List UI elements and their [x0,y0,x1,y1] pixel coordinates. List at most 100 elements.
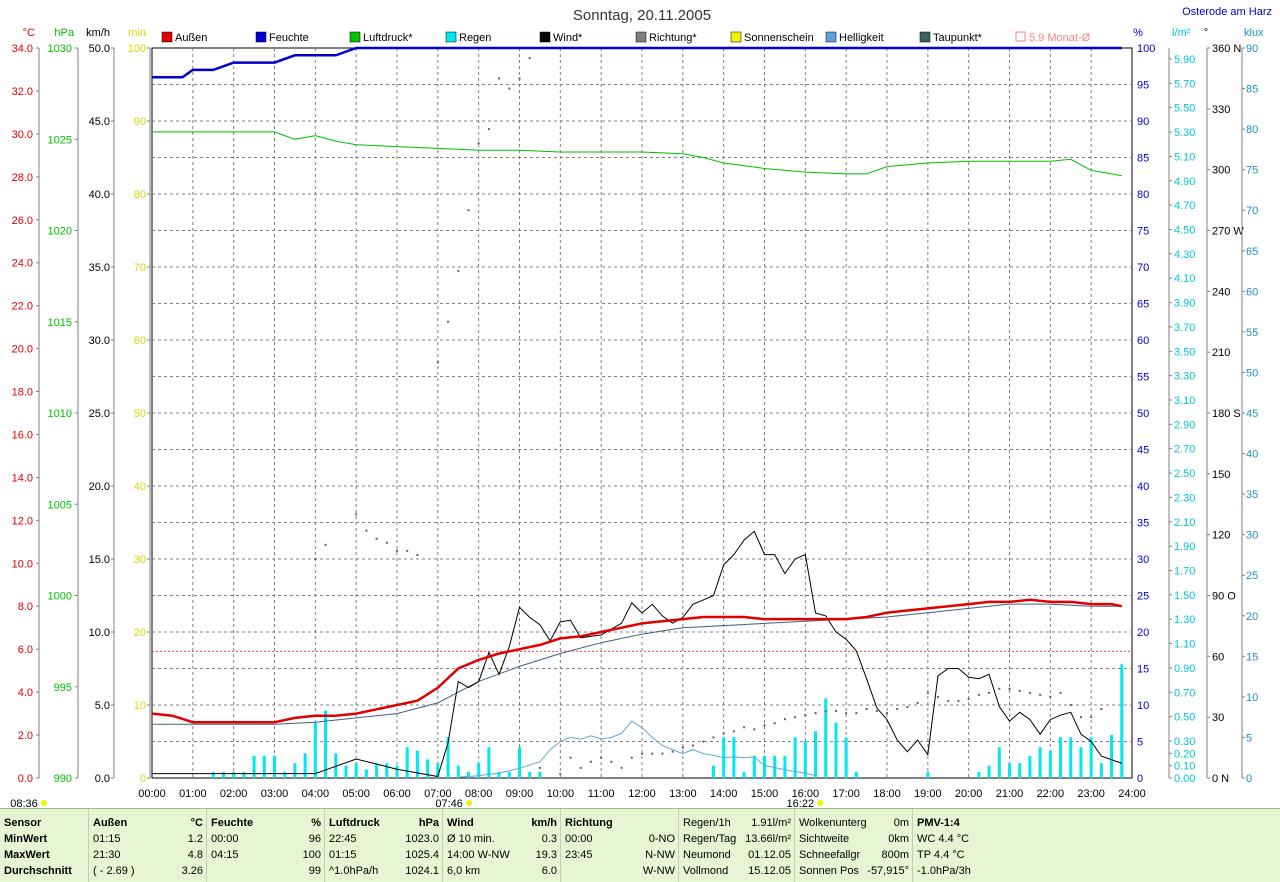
humidity-tick-label: 10 [1137,700,1149,712]
legend-label: Taupunkt* [933,32,983,44]
rain-bar [262,755,266,778]
rain-bar [732,737,736,778]
rain-tick-label: 5.70 [1174,78,1195,90]
direction-dot [937,695,940,698]
stats-wind-avg10: 0.3 [541,833,557,845]
wind-tick-label: 0.0 [95,773,110,785]
direction-dot [1100,708,1103,711]
direction-dot [763,724,766,727]
legend-label: Sonnenschein [744,32,814,44]
rain-bar [711,765,715,778]
stats-regen-label-3: Neumond [683,849,731,861]
humidity-tick-label: 50 [1137,408,1149,420]
sun-tick-label: 10 [134,700,146,712]
stats-regen-val-1: 1.91l/m² [751,817,791,829]
rain-tick-label: 4.70 [1174,200,1195,212]
direction-dot [1059,691,1062,694]
rain-bar [426,759,430,778]
direction-dot [957,699,960,702]
wind-axis-unit: km/h [86,27,110,39]
temp-tick-label: 10.0 [12,558,33,570]
stats-wind-col: Wind km/h Ø 10 min. 0.3 14:00 W-NW 19.3 6,0… [442,809,561,882]
rain-bar [497,771,501,778]
stats-aussen-avg: 3.26 [181,865,203,877]
stats-aussen-max: 4.8 [187,849,203,861]
location-label: Osterode am Harz [1182,6,1272,18]
humidity-tick-label: 25 [1137,591,1149,603]
time-tick-label: 22:00 [1037,788,1065,800]
humidity-line [152,46,1122,79]
direction-dot [436,361,439,364]
plot-area [151,46,1132,778]
stats-feuchte-header: Feuchte [211,817,254,829]
direction-dot [589,760,592,763]
rain-axis-unit: l/m² [1172,27,1191,39]
direction-dot [498,77,501,80]
rain-bar [854,771,858,778]
direction-dot [477,142,480,145]
direction-dot [804,714,807,717]
stats-pmv-header: PMV-1:4 [917,817,960,829]
rain-tick-label: 0.30 [1174,736,1195,748]
rain-bar [395,765,399,778]
rain-bar [283,771,287,778]
rain-bar [456,765,460,778]
direction-dot [630,756,633,759]
direction-tick-label: 90 O [1212,591,1236,603]
dewpoint-line [152,603,1122,725]
direction-dot [569,756,572,759]
rain-tick-label: 2.50 [1174,468,1195,480]
time-tick-label: 04:00 [302,788,330,800]
stats-luftdruck-max-time: 01:15 [329,849,357,861]
rain-bar [415,750,419,778]
stats-richtung-time-1: 00:00 [565,833,593,845]
rain-bar [1069,737,1073,778]
rain-bar [977,771,981,778]
rain-tick-label: 0.90 [1174,663,1195,675]
direction-dot [1090,716,1093,719]
sunrise-marker [466,800,473,806]
direction-dot [1039,693,1042,696]
rain-tick-label: 1.90 [1174,541,1195,553]
klux-tick-label: 20 [1246,611,1258,623]
stats-wind-max-time: 14:00 W-NW [447,849,510,861]
humidity-tick-label: 80 [1137,189,1149,201]
hpa-tick-label: 1030 [48,43,72,55]
humidity-tick-label: 0 [1137,773,1143,785]
rain-tick-label: 3.30 [1174,371,1195,383]
temp-tick-label: 20.0 [12,344,33,356]
legend-swatch-taupunkt [919,31,931,43]
stats-feuchte-col: Feuchte% 00:00 96 04:15 100 99 [206,809,325,882]
rain-tick-label: 3.10 [1174,395,1195,407]
direction-dot [926,691,929,694]
direction-dot [743,726,746,729]
rain-bar [273,755,276,778]
rain-bar [375,763,379,778]
humidity-tick-label: 95 [1137,80,1149,92]
time-tick-label: 09:00 [506,788,534,800]
time-tick-label: 17:00 [832,788,860,800]
direction-dot [783,718,786,721]
time-tick-label: 18:00 [873,788,901,800]
klux-tick-label: 65 [1246,246,1258,258]
legend-swatch-feuchte [255,31,267,43]
hpa-tick-label: 995 [54,682,72,694]
legend-label: 5.9 Monat-Ø [1029,32,1091,44]
direction-dot [1028,691,1031,694]
humidity-tick-label: 55 [1137,372,1149,384]
wind-tick-label: 50.0 [89,43,110,55]
direction-dot [1049,695,1052,698]
klux-tick-label: 25 [1246,570,1258,582]
pressure-line [152,131,1122,177]
direction-tick-label: 240 [1212,286,1230,298]
stats-feuchte-max: 100 [302,849,321,861]
direction-dot [875,710,878,713]
direction-dot [528,57,531,60]
rain-bar [242,771,246,778]
klux-tick-label: 90 [1246,43,1258,55]
stats-luftdruck-min-time: 22:45 [329,833,357,845]
stats-wind-avg10-label: Ø 10 min. [447,833,495,845]
stats-luftdruck-unit: hPa [418,817,439,829]
stats-luftdruck-col: Luftdruck hPa 22:45 1023.0 01:15 1025.4 ^1.… [324,809,443,882]
stats-min-label: MinWert [4,833,48,845]
